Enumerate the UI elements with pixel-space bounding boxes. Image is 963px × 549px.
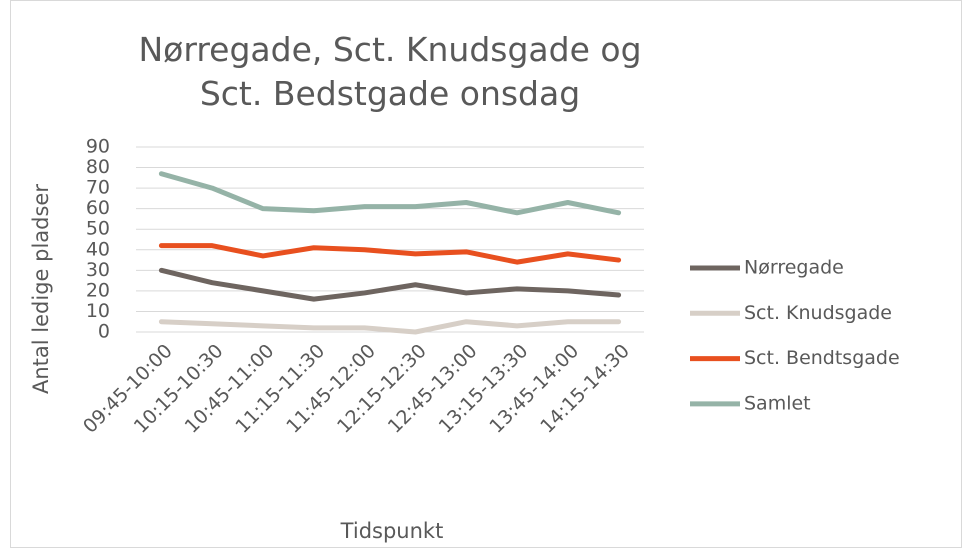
series-line (158, 267, 622, 302)
chart-border (10, 0, 962, 548)
x-axis-label: Tidspunkt (340, 519, 444, 543)
y-tick-label: 20 (86, 279, 110, 301)
y-tick-label: 80 (86, 156, 110, 178)
x-tick-label: 14:15-14:30 (536, 340, 634, 438)
series-line (158, 243, 622, 265)
legend-label: Sct. Knudsgade (744, 302, 892, 324)
y-tick-label: 30 (86, 259, 110, 281)
legend-label: Samlet (744, 392, 811, 414)
y-tick-label: 90 (86, 136, 110, 158)
y-axis-label: Antal ledige pladser (29, 184, 53, 394)
y-tick-label: 60 (86, 197, 110, 219)
legend-label: Nørregade (744, 257, 844, 279)
y-tick-label: 10 (86, 300, 110, 322)
chart-title: Nørregade, Sct. Knudsgade og Sct. Bedstg… (138, 30, 642, 113)
series-line (158, 171, 622, 216)
y-tick-label: 0 (98, 321, 110, 343)
legend-label: Sct. Bendtsgade (744, 347, 900, 369)
y-tick-label: 50 (86, 218, 110, 240)
y-tick-label: 70 (86, 177, 110, 199)
y-tick-label: 40 (86, 238, 110, 260)
series-line (158, 319, 622, 335)
